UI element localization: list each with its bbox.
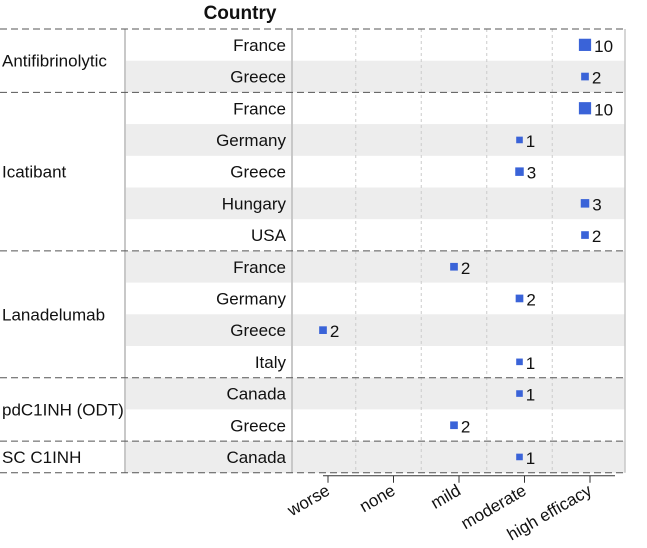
row-band bbox=[125, 441, 625, 473]
country-label: Greece bbox=[230, 321, 286, 340]
country-label: Greece bbox=[230, 416, 286, 435]
data-label: 2 bbox=[461, 417, 470, 436]
group-label: SC C1INH bbox=[2, 448, 81, 467]
x-tick-label: none bbox=[356, 481, 398, 516]
group-label: pdC1INH (ODT) bbox=[2, 400, 124, 419]
row-band bbox=[125, 60, 625, 93]
country-label: France bbox=[233, 258, 286, 277]
data-label: 1 bbox=[526, 354, 535, 373]
country-label: France bbox=[233, 99, 286, 118]
data-point bbox=[516, 358, 523, 366]
data-label: 1 bbox=[526, 132, 535, 151]
data-point bbox=[578, 102, 592, 115]
country-label: Hungary bbox=[222, 194, 287, 213]
data-point bbox=[515, 294, 524, 303]
data-label: 3 bbox=[592, 195, 601, 214]
country-label: USA bbox=[251, 226, 287, 245]
country-label: Germany bbox=[216, 131, 286, 150]
country-label: Germany bbox=[216, 289, 286, 308]
data-point bbox=[581, 231, 589, 239]
country-label: Canada bbox=[226, 385, 286, 404]
data-point bbox=[581, 72, 589, 81]
data-point bbox=[516, 453, 523, 461]
data-point bbox=[450, 421, 458, 430]
data-label: 2 bbox=[526, 290, 535, 309]
data-point bbox=[319, 326, 327, 334]
row-band bbox=[125, 314, 625, 346]
data-point bbox=[450, 262, 458, 271]
country-label: France bbox=[233, 36, 286, 55]
data-point bbox=[580, 199, 590, 208]
country-label: Greece bbox=[230, 163, 286, 182]
data-label: 2 bbox=[592, 227, 601, 246]
data-label: 10 bbox=[594, 37, 613, 56]
data-label: 2 bbox=[461, 259, 470, 278]
row-band bbox=[125, 250, 625, 283]
row-band bbox=[125, 124, 625, 156]
data-label: 3 bbox=[527, 164, 536, 183]
row-band bbox=[125, 187, 625, 220]
country-label: Italy bbox=[255, 353, 287, 372]
x-tick-label: worse bbox=[283, 481, 333, 521]
column-header: Country bbox=[204, 3, 277, 24]
data-point bbox=[516, 136, 523, 144]
data-label: 10 bbox=[594, 100, 613, 119]
group-label: Antifibrinolytic bbox=[2, 52, 107, 71]
country-label: Canada bbox=[226, 448, 286, 467]
data-label: 1 bbox=[526, 449, 535, 468]
data-point bbox=[516, 390, 523, 397]
group-label: Lanadelumab bbox=[2, 305, 105, 324]
data-point bbox=[515, 167, 524, 176]
data-label: 2 bbox=[330, 322, 339, 341]
group-label: Icatibant bbox=[2, 163, 67, 182]
x-tick-label: mild bbox=[428, 481, 464, 513]
data-point bbox=[578, 38, 592, 51]
data-label: 1 bbox=[526, 386, 535, 405]
row-band bbox=[125, 377, 625, 410]
country-label: Greece bbox=[230, 68, 286, 87]
data-label: 2 bbox=[592, 69, 601, 88]
